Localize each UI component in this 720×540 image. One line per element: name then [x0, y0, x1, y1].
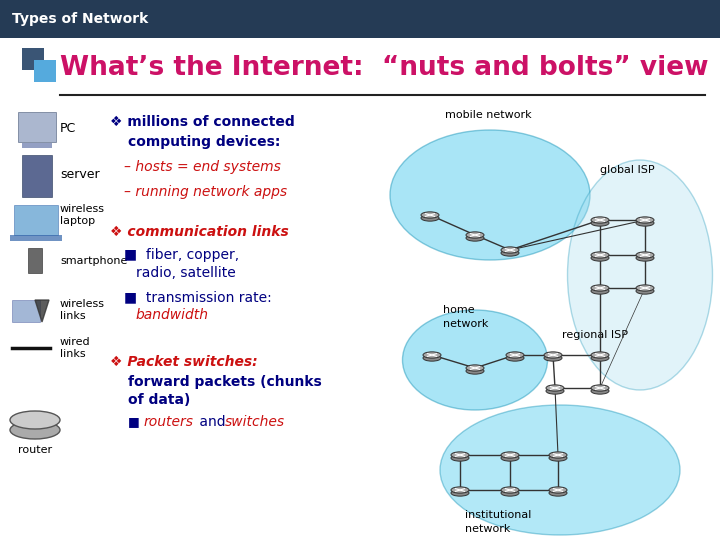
Text: server: server — [60, 168, 99, 181]
Ellipse shape — [506, 352, 524, 358]
Ellipse shape — [10, 421, 60, 439]
Polygon shape — [35, 300, 49, 322]
Text: global ISP: global ISP — [600, 165, 654, 175]
Ellipse shape — [423, 352, 441, 358]
Ellipse shape — [451, 455, 469, 461]
Text: home: home — [443, 305, 474, 315]
Text: – hosts = end systems: – hosts = end systems — [124, 160, 281, 174]
Ellipse shape — [546, 385, 564, 391]
Bar — [18, 112, 56, 142]
Text: radio, satellite: radio, satellite — [136, 266, 235, 280]
Bar — [22, 143, 52, 148]
Ellipse shape — [451, 487, 469, 493]
Bar — [12, 300, 40, 322]
Bar — [0, 0, 720, 38]
Text: wireless
laptop: wireless laptop — [60, 204, 105, 226]
Text: router: router — [18, 445, 52, 455]
Ellipse shape — [567, 160, 713, 390]
Ellipse shape — [501, 490, 519, 496]
Ellipse shape — [591, 388, 609, 394]
Ellipse shape — [10, 411, 60, 429]
Ellipse shape — [549, 487, 567, 493]
Text: computing devices:: computing devices: — [128, 135, 280, 149]
Text: ■: ■ — [128, 415, 148, 428]
Text: wired
links: wired links — [60, 337, 91, 359]
Ellipse shape — [591, 352, 609, 358]
Text: ■  fiber, copper,: ■ fiber, copper, — [124, 248, 239, 262]
Text: routers: routers — [144, 415, 194, 429]
Ellipse shape — [544, 352, 562, 358]
Ellipse shape — [501, 487, 519, 493]
Text: institutional: institutional — [465, 510, 531, 520]
Ellipse shape — [501, 247, 519, 253]
Ellipse shape — [549, 490, 567, 496]
Text: switches: switches — [225, 415, 285, 429]
Ellipse shape — [423, 355, 441, 361]
Ellipse shape — [636, 252, 654, 258]
Text: bandwidth: bandwidth — [136, 308, 209, 322]
Text: ❖ Packet switches:: ❖ Packet switches: — [110, 355, 258, 369]
Bar — [14, 205, 58, 235]
Ellipse shape — [506, 355, 524, 361]
Ellipse shape — [546, 388, 564, 394]
Ellipse shape — [591, 220, 609, 226]
Ellipse shape — [636, 285, 654, 291]
Text: Types of Network: Types of Network — [12, 12, 148, 26]
Ellipse shape — [501, 250, 519, 256]
Ellipse shape — [466, 368, 484, 374]
Text: ■  transmission rate:: ■ transmission rate: — [124, 290, 271, 304]
Ellipse shape — [421, 215, 439, 221]
Ellipse shape — [636, 220, 654, 226]
Text: smartphone: smartphone — [60, 256, 127, 266]
Text: and: and — [195, 415, 230, 429]
Ellipse shape — [591, 355, 609, 361]
Ellipse shape — [501, 452, 519, 458]
Text: mobile network: mobile network — [445, 110, 531, 120]
Text: network: network — [443, 319, 488, 329]
Ellipse shape — [440, 405, 680, 535]
Ellipse shape — [466, 235, 484, 241]
Text: What’s the Internet:  “nuts and bolts” view: What’s the Internet: “nuts and bolts” vi… — [60, 55, 708, 81]
Text: PC: PC — [60, 122, 76, 134]
Ellipse shape — [636, 217, 654, 223]
Ellipse shape — [636, 288, 654, 294]
Ellipse shape — [544, 355, 562, 361]
Ellipse shape — [591, 255, 609, 261]
Ellipse shape — [591, 252, 609, 258]
Text: ❖ millions of connected: ❖ millions of connected — [110, 115, 294, 129]
Text: regional ISP: regional ISP — [562, 330, 628, 340]
Ellipse shape — [591, 217, 609, 223]
Text: of data): of data) — [128, 393, 190, 407]
Text: forward packets (chunks: forward packets (chunks — [128, 375, 322, 389]
Ellipse shape — [591, 385, 609, 391]
Text: wireless
links: wireless links — [60, 299, 105, 321]
Ellipse shape — [402, 310, 547, 410]
Bar — [22, 48, 44, 70]
Bar — [10, 235, 62, 241]
Ellipse shape — [636, 255, 654, 261]
Text: – running network apps: – running network apps — [124, 185, 287, 199]
Ellipse shape — [466, 232, 484, 238]
Ellipse shape — [421, 212, 439, 218]
Text: ❖ communication links: ❖ communication links — [110, 225, 289, 239]
Bar — [22, 155, 52, 197]
Bar — [28, 248, 42, 273]
Ellipse shape — [501, 455, 519, 461]
Ellipse shape — [549, 452, 567, 458]
Ellipse shape — [591, 288, 609, 294]
Ellipse shape — [451, 452, 469, 458]
Text: network: network — [465, 524, 510, 534]
Ellipse shape — [451, 490, 469, 496]
Ellipse shape — [549, 455, 567, 461]
Ellipse shape — [466, 365, 484, 371]
Ellipse shape — [591, 285, 609, 291]
Bar — [34, 60, 56, 82]
Ellipse shape — [390, 130, 590, 260]
